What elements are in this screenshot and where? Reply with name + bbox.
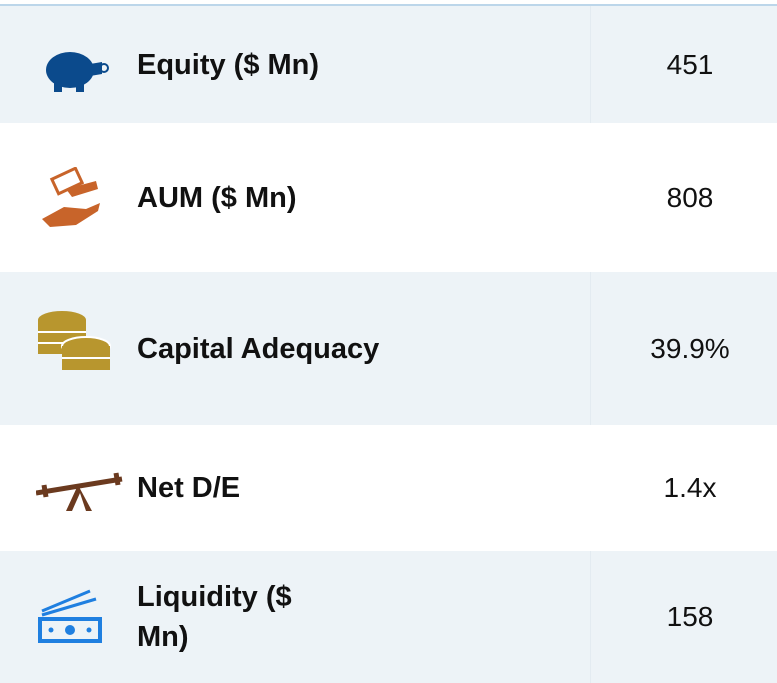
seesaw-icon xyxy=(36,472,123,511)
row: Net D/E 1.4x xyxy=(0,425,777,551)
row: Equity ($ Mn) 451 xyxy=(0,6,777,123)
divider xyxy=(590,6,591,123)
piggy-icon xyxy=(46,52,109,92)
divider xyxy=(590,272,591,425)
metric-value: 158 xyxy=(666,601,714,632)
divider xyxy=(590,551,591,683)
metric-value: 451 xyxy=(666,48,714,80)
metric-label: Capital Adequacy xyxy=(137,332,380,365)
cash-icon xyxy=(38,589,102,643)
top-border xyxy=(0,4,777,6)
metric-value: 1.4x xyxy=(663,472,717,503)
metric-label: Net D/E xyxy=(137,472,241,504)
metric-label: Liquidity ($ Mn) xyxy=(137,581,292,653)
metric-label: AUM ($ Mn) xyxy=(137,181,297,214)
money-hand-icon xyxy=(42,167,100,227)
metric-value: 39.9% xyxy=(650,332,730,364)
coins-icon xyxy=(38,311,111,370)
row: Liquidity ($ Mn) 158 xyxy=(0,551,777,683)
metric-label: Equity ($ Mn) xyxy=(137,48,320,81)
row: Capital Adequacy 39.9% xyxy=(0,272,777,425)
metric-value: 808 xyxy=(666,181,714,213)
row: AUM ($ Mn) 808 xyxy=(0,123,777,272)
